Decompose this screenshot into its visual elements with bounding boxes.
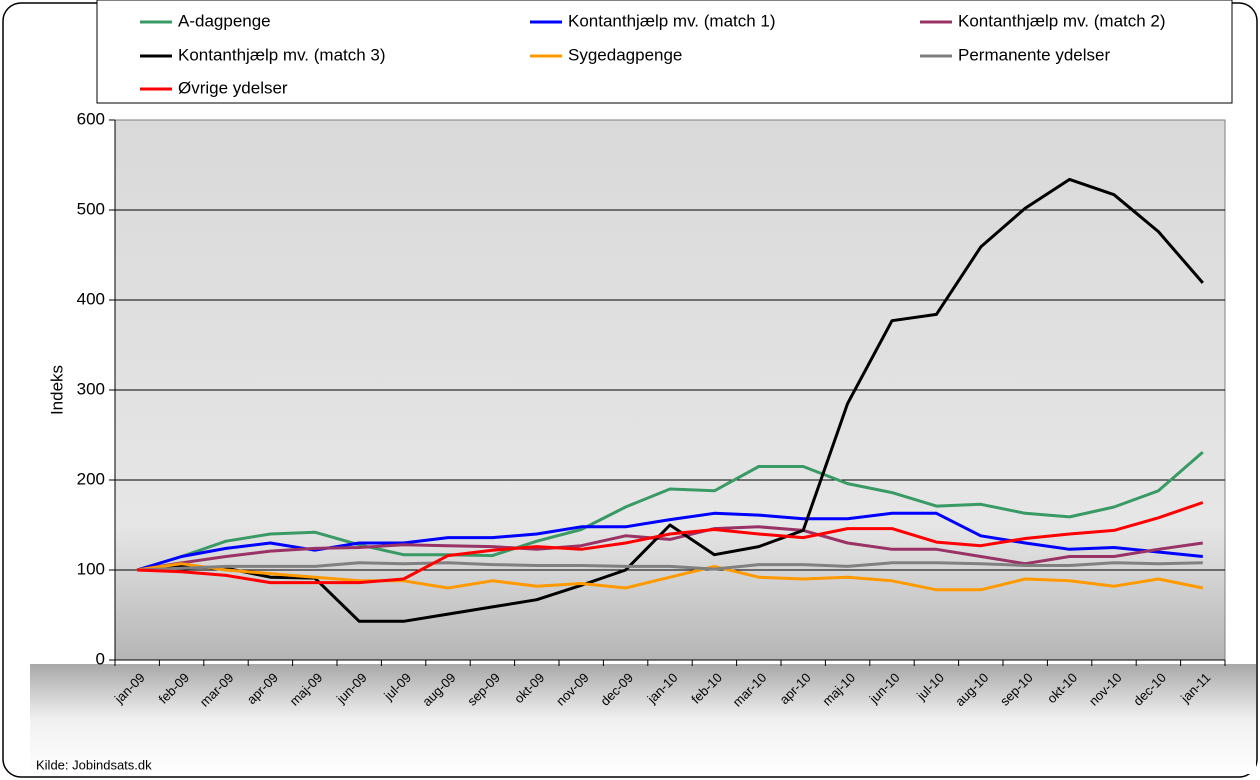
source: Kilde: Jobindsats.dk bbox=[36, 757, 152, 772]
legend-label: Kontanthjælp mv. (match 1) bbox=[568, 11, 776, 30]
series-line bbox=[136, 511, 1203, 572]
y-tick-label: 300 bbox=[77, 379, 105, 398]
y-axis-label: Indeks bbox=[47, 365, 66, 415]
legend-label: Øvrige ydelser bbox=[178, 78, 288, 97]
y-tick-label: 600 bbox=[77, 109, 105, 128]
series-line bbox=[137, 561, 1203, 572]
legend-label: Kontanthjælp mv. (match 2) bbox=[958, 11, 1166, 30]
series-line bbox=[136, 525, 1204, 572]
y-tick-label: 100 bbox=[77, 559, 105, 578]
legend-label: A-dagpenge bbox=[178, 11, 271, 30]
legend bbox=[96, 0, 1233, 104]
floor bbox=[30, 664, 1256, 774]
legend-label: Sygedagpenge bbox=[568, 45, 682, 64]
series-line bbox=[136, 450, 1204, 572]
legend-label: Permanente ydelser bbox=[958, 45, 1110, 64]
y-tick-label: 200 bbox=[77, 469, 105, 488]
y-tick-label: 500 bbox=[77, 199, 105, 218]
series-line bbox=[137, 501, 1204, 585]
y-tick-label: 0 bbox=[96, 649, 105, 668]
legend-label: Kontanthjælp mv. (match 3) bbox=[178, 45, 386, 64]
series-line bbox=[136, 562, 1204, 592]
y-tick-label: 400 bbox=[77, 289, 105, 308]
